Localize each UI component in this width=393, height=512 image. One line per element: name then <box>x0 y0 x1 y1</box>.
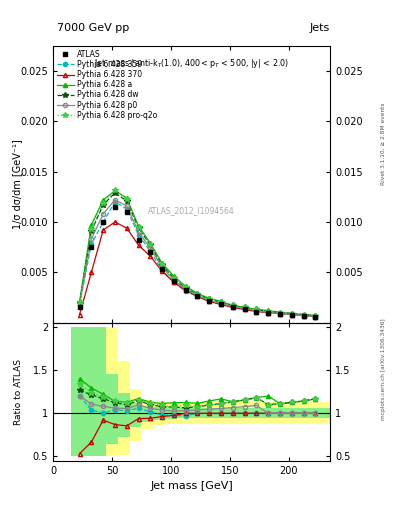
Text: Jet mass (anti-k$_{T}$(1.0), 400< p$_{T}$ < 500, |y| < 2.0): Jet mass (anti-k$_{T}$(1.0), 400< p$_{T}… <box>94 57 289 70</box>
Y-axis label: Ratio to ATLAS: Ratio to ATLAS <box>14 359 22 424</box>
Text: Rivet 3.1.10, ≥ 2.8M events: Rivet 3.1.10, ≥ 2.8M events <box>381 102 386 185</box>
Legend: ATLAS, Pythia 6.428 359, Pythia 6.428 370, Pythia 6.428 a, Pythia 6.428 dw, Pyth: ATLAS, Pythia 6.428 359, Pythia 6.428 37… <box>55 48 158 121</box>
X-axis label: Jet mass [GeV]: Jet mass [GeV] <box>150 481 233 491</box>
Text: 7000 GeV pp: 7000 GeV pp <box>57 23 129 33</box>
Text: Jets: Jets <box>309 23 329 33</box>
Y-axis label: 1/σ dσ/dm [GeV⁻¹]: 1/σ dσ/dm [GeV⁻¹] <box>13 139 22 229</box>
Text: ATLAS_2012_I1094564: ATLAS_2012_I1094564 <box>148 206 235 216</box>
Text: mcplots.cern.ch [arXiv:1306.3436]: mcplots.cern.ch [arXiv:1306.3436] <box>381 318 386 419</box>
